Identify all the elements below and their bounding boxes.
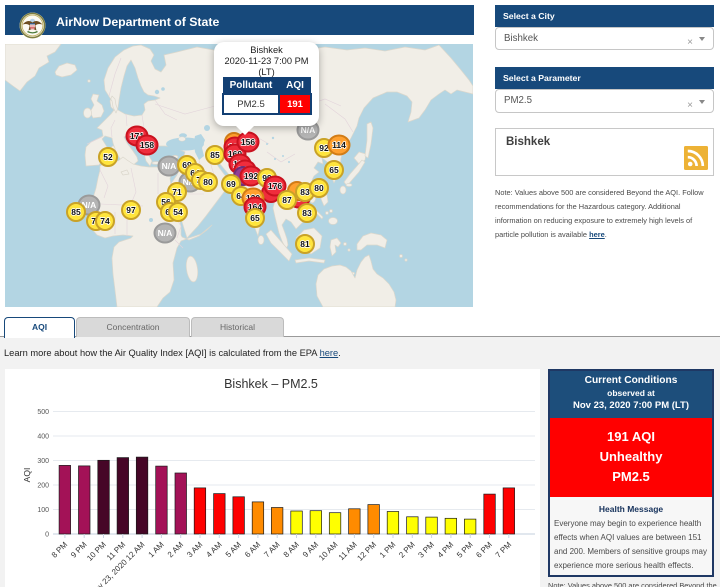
svg-text:100: 100	[37, 507, 49, 514]
svg-text:92: 92	[319, 143, 329, 153]
svg-text:N/A: N/A	[183, 177, 198, 187]
svg-text:176: 176	[268, 181, 282, 191]
svg-text:N/A: N/A	[301, 125, 316, 135]
svg-text:12 PM: 12 PM	[355, 540, 378, 563]
svg-text:65: 65	[329, 165, 339, 175]
svg-text:5 PM: 5 PM	[455, 540, 475, 560]
svg-text:114: 114	[332, 140, 346, 150]
svg-text:87: 87	[282, 195, 292, 205]
svg-text:69: 69	[226, 179, 236, 189]
svg-text:N/A: N/A	[158, 228, 173, 238]
svg-text:5 AM: 5 AM	[224, 540, 243, 559]
svg-text:85: 85	[210, 150, 220, 160]
svg-text:158: 158	[140, 140, 154, 150]
svg-text:11 AM: 11 AM	[337, 540, 359, 562]
svg-text:71: 71	[172, 187, 182, 197]
svg-text:83: 83	[300, 187, 310, 197]
svg-text:0: 0	[45, 532, 49, 539]
svg-text:99: 99	[262, 173, 272, 183]
svg-text:400: 400	[37, 434, 49, 441]
svg-text:69: 69	[182, 160, 192, 170]
svg-text:156: 156	[241, 137, 255, 147]
svg-text:65: 65	[250, 213, 260, 223]
svg-text:N/A: N/A	[162, 161, 177, 171]
svg-text:1 PM: 1 PM	[378, 540, 398, 560]
svg-text:3 AM: 3 AM	[185, 540, 204, 559]
svg-text:N/A: N/A	[82, 200, 97, 210]
svg-text:8 PM: 8 PM	[50, 540, 70, 560]
svg-text:7 PM: 7 PM	[494, 540, 514, 560]
svg-text:164: 164	[248, 202, 262, 212]
svg-text:54: 54	[173, 207, 183, 217]
svg-text:4 AM: 4 AM	[204, 540, 223, 559]
svg-text:56: 56	[161, 197, 171, 207]
svg-text:10 PM: 10 PM	[85, 540, 108, 563]
svg-text:81: 81	[300, 239, 310, 249]
svg-text:64: 64	[236, 191, 246, 201]
svg-text:500: 500	[37, 409, 49, 416]
svg-text:85: 85	[71, 207, 81, 217]
svg-text:171: 171	[130, 131, 144, 141]
svg-text:6 AM: 6 AM	[243, 540, 262, 559]
svg-text:2 PM: 2 PM	[397, 540, 417, 560]
svg-text:169: 169	[228, 149, 242, 159]
svg-text:1 AM: 1 AM	[147, 540, 166, 559]
svg-text:192: 192	[244, 171, 258, 181]
svg-text:AQI: AQI	[22, 468, 32, 483]
svg-text:200: 200	[37, 483, 49, 490]
svg-text:83: 83	[302, 208, 312, 218]
svg-text:6 PM: 6 PM	[474, 540, 494, 560]
svg-text:80: 80	[203, 177, 213, 187]
svg-text:80: 80	[314, 183, 324, 193]
svg-text:8 AM: 8 AM	[282, 540, 301, 559]
svg-text:2 AM: 2 AM	[166, 540, 185, 559]
svg-text:52: 52	[103, 152, 113, 162]
svg-text:7 AM: 7 AM	[262, 540, 281, 559]
svg-text:97: 97	[126, 205, 136, 215]
svg-text:10 AM: 10 AM	[317, 540, 340, 563]
svg-text:Bishkek – PM2.5: Bishkek – PM2.5	[224, 377, 318, 391]
svg-text:3 PM: 3 PM	[416, 540, 436, 560]
svg-text:74: 74	[100, 216, 110, 226]
svg-text:300: 300	[37, 458, 49, 465]
svg-text:4 PM: 4 PM	[436, 540, 456, 560]
